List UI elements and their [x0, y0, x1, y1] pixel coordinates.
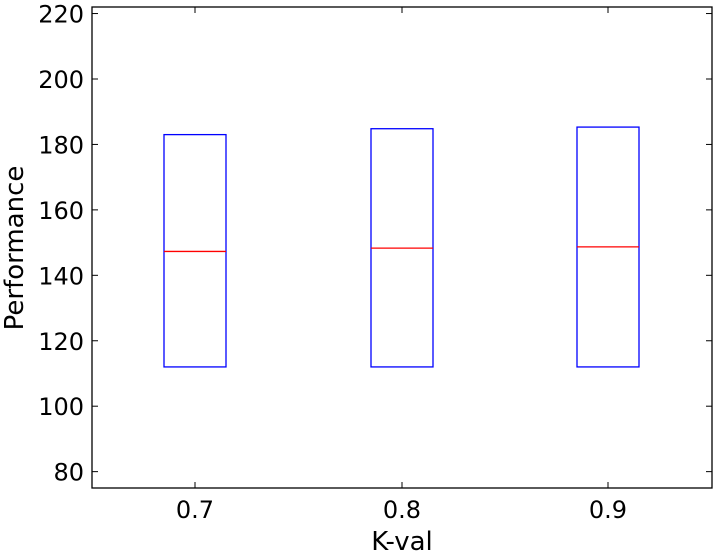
- box-0.7: [163, 133, 227, 368]
- x-tick-label: 0.9: [589, 496, 627, 524]
- y-tick-label: 160: [38, 197, 84, 225]
- y-tick-label: 220: [38, 1, 84, 29]
- x-axis-ticks: 0.7 0.8 0.9: [176, 7, 627, 524]
- y-axis-title: Performance: [0, 166, 30, 331]
- y-tick-label: 80: [53, 459, 84, 487]
- x-tick-label: 0.7: [176, 496, 214, 524]
- x-tick-label: 0.8: [383, 496, 421, 524]
- y-tick-label: 120: [38, 328, 84, 356]
- y-tick-label: 100: [38, 393, 84, 421]
- y-axis-ticks: 80 100 120 140 160 180 200 220: [38, 1, 712, 487]
- plot-area: [91, 6, 713, 489]
- box-series: [163, 126, 640, 368]
- y-tick-label: 200: [38, 66, 84, 94]
- y-tick-label: 180: [38, 131, 84, 159]
- x-axis-title: K-val: [371, 527, 433, 557]
- y-tick-label: 140: [38, 262, 84, 290]
